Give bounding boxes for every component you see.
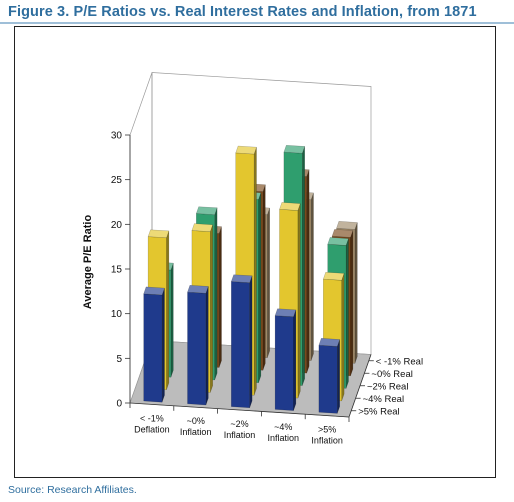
x-tick-label: ~0% Inflation [180,416,212,437]
x-tick-label: ~4% Inflation [268,422,300,443]
y-axis-title: Average P/E Ratio [82,215,94,310]
x-axis-line [129,402,350,418]
y-tick-label: 15 [111,265,123,276]
y-tick-label: 30 [111,131,123,142]
series-label: ~0% Real [371,369,412,380]
x-tick-label: < -1% Deflation [134,413,170,434]
series-label: < -1% Real [376,356,423,367]
bar [143,286,165,403]
series-label: >5% Real [358,406,399,417]
y-tick-label: 5 [116,354,122,365]
y-tick-label: 0 [116,399,122,410]
y-tick-label: 10 [111,309,123,320]
bar [187,285,209,406]
source-note: Source: Research Affiliates. [8,484,137,496]
y-tick-label: 20 [111,220,123,231]
bar [318,338,340,414]
figure-title: Figure 3. P/E Ratios vs. Real Interest R… [8,4,477,20]
bar [231,274,253,409]
series-label: ~2% Real [367,381,408,392]
series-label: ~4% Real [363,394,404,405]
x-tick-label: >5% Inflation [311,425,343,446]
title-rule [0,22,514,24]
y-tick-label: 25 [111,175,123,186]
x-tick-label: ~2% Inflation [224,419,256,440]
bar [274,308,297,411]
